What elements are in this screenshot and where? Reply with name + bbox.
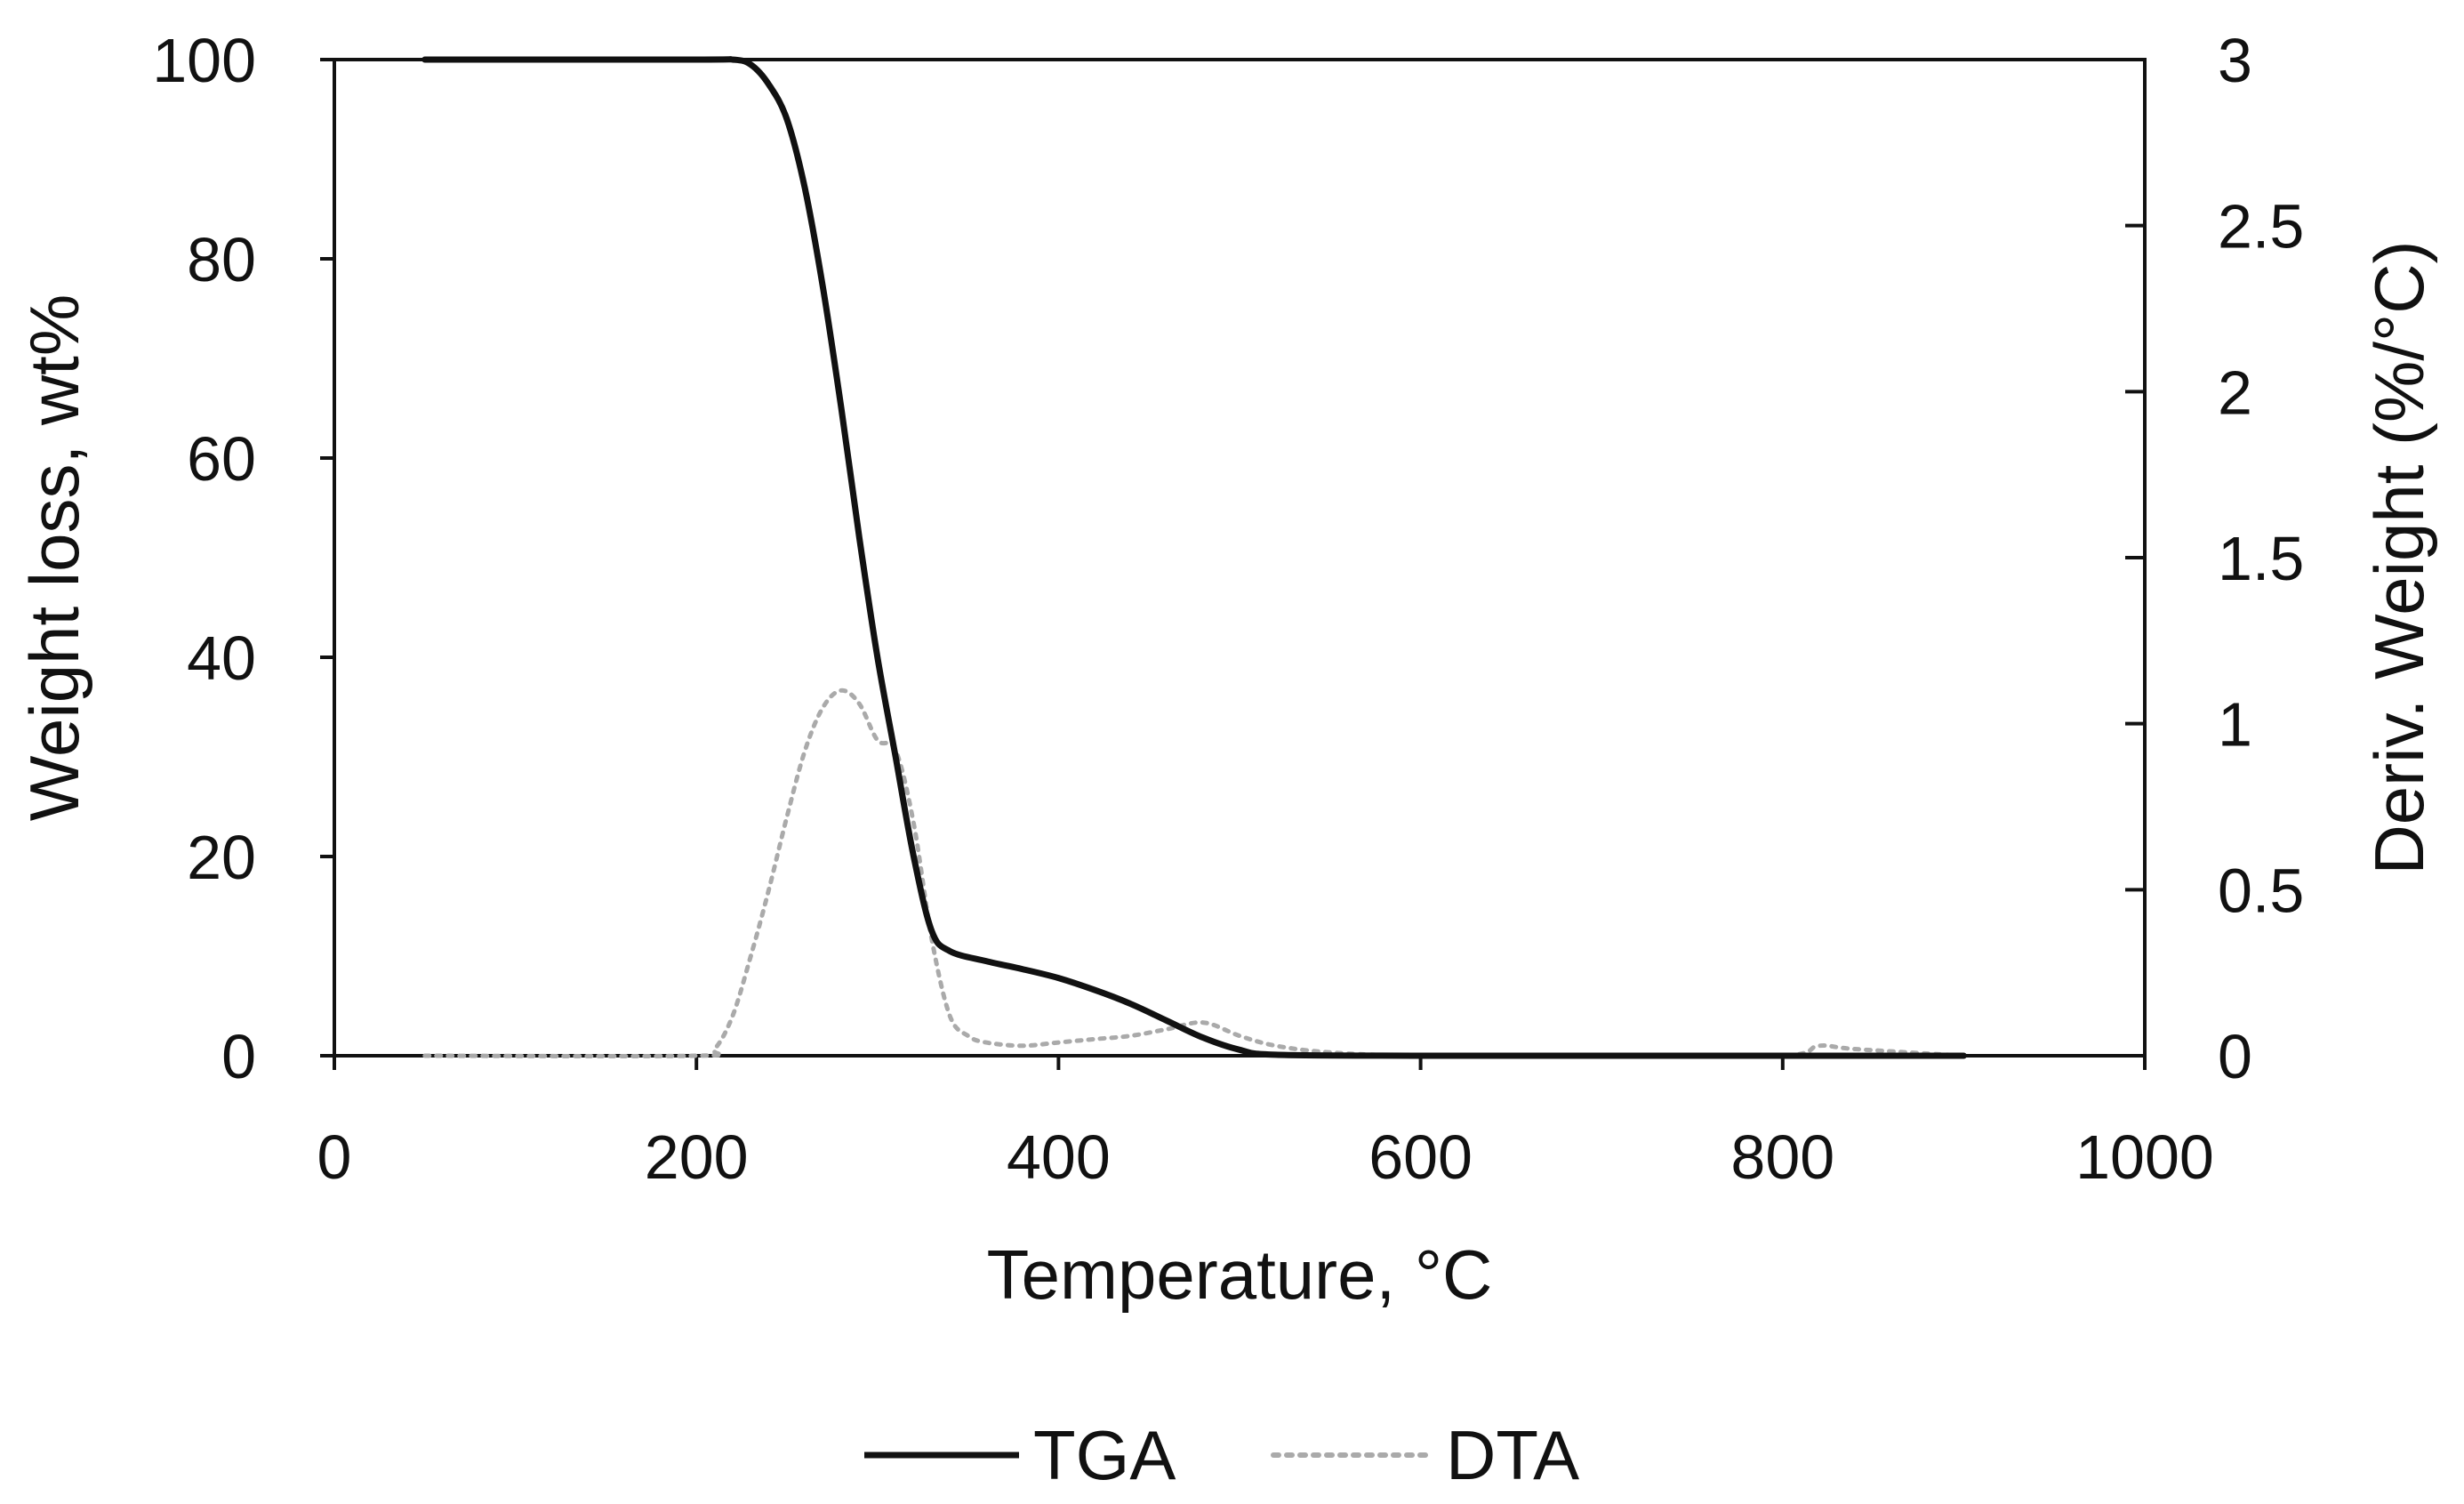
y-axis-title: Weight loss, wt% <box>15 294 93 821</box>
x-tick-label: 400 <box>1007 1122 1111 1192</box>
y-tick-label: 40 <box>187 623 256 693</box>
x-axis-title: Temperature, °C <box>987 1235 1493 1314</box>
x-tick-label: 1000 <box>2075 1122 2214 1192</box>
y2-tick-label: 0 <box>2218 1022 2252 1091</box>
y-tick-label: 60 <box>187 424 256 494</box>
legend: TGA DTA <box>864 1416 1579 1494</box>
plot-frame <box>333 58 2147 1058</box>
y-tick-label: 100 <box>152 26 256 95</box>
legend-label-dta: DTA <box>1446 1416 1579 1494</box>
y-tick-label: 80 <box>187 225 256 294</box>
y-tick-label: 20 <box>187 823 256 892</box>
series-line-dta <box>422 688 1966 1059</box>
y-axis-ticks: 0 20 40 60 80 100 <box>152 26 334 1091</box>
x-tick-label: 600 <box>1368 1122 1473 1192</box>
y2-tick-label: 2 <box>2218 358 2252 427</box>
y2-axis-ticks: 0 0.5 1 1.5 2 2.5 3 <box>2125 26 2304 1091</box>
y2-tick-label: 3 <box>2218 26 2252 95</box>
y2-tick-label: 0.5 <box>2218 856 2304 925</box>
y-tick-label: 0 <box>221 1022 256 1091</box>
y2-tick-label: 1 <box>2218 690 2252 760</box>
series-layer <box>421 56 1967 1059</box>
y2-axis-title: Deriv. Weight (%/°C) <box>2360 240 2438 874</box>
y2-tick-label: 1.5 <box>2218 524 2304 593</box>
legend-label-tga: TGA <box>1033 1416 1176 1494</box>
x-tick-label: 0 <box>317 1122 352 1192</box>
x-axis-ticks: 0 200 400 600 800 1000 <box>317 1056 2214 1192</box>
y2-tick-label: 2.5 <box>2218 192 2304 261</box>
series-line-tga <box>421 56 1967 1059</box>
x-tick-label: 200 <box>645 1122 749 1192</box>
x-tick-label: 800 <box>1730 1122 1834 1192</box>
